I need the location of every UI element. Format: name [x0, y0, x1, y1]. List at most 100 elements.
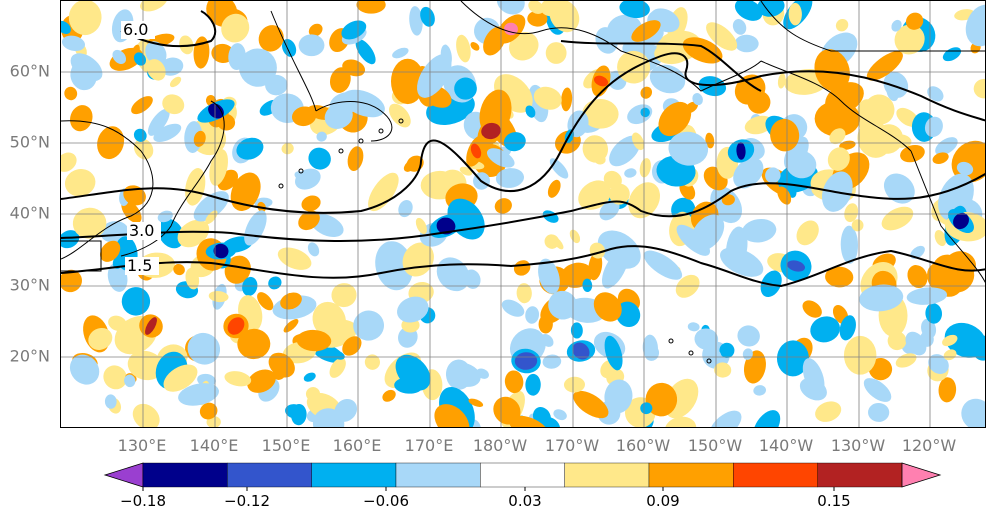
- latitude-label: 60°N: [9, 61, 50, 81]
- shading-patch: [971, 335, 985, 361]
- shading-patch: [538, 258, 560, 294]
- shading-patch: [548, 290, 578, 320]
- shading-patch: [291, 403, 307, 426]
- shading-patch: [356, 1, 386, 14]
- island: [378, 128, 384, 134]
- shading-patch: [786, 260, 806, 272]
- shading-patch: [456, 34, 471, 63]
- shading-patch: [324, 103, 353, 129]
- shading-patch: [368, 172, 399, 212]
- shading-patch: [501, 299, 525, 317]
- island: [398, 118, 404, 124]
- latitude-label: 20°N: [9, 346, 50, 366]
- shading-patch: [157, 210, 173, 223]
- shading-patch: [881, 206, 914, 231]
- shading-patch: [815, 401, 842, 422]
- shading-patch: [298, 210, 320, 231]
- shading-patch: [355, 39, 376, 65]
- shading-patch: [375, 241, 414, 291]
- shading-patch: [268, 352, 295, 378]
- contour-label-bg: [127, 222, 161, 240]
- shading-patch: [561, 87, 573, 112]
- shading-patch: [525, 373, 541, 396]
- colorbar-segment: [648, 462, 734, 488]
- shading-patch: [145, 317, 157, 335]
- shading-patch: [341, 20, 367, 40]
- shading-patch: [942, 334, 958, 347]
- shading-patch: [395, 354, 431, 391]
- shading-patch: [147, 108, 170, 136]
- shading-patch: [639, 158, 651, 178]
- shading-patch: [631, 132, 645, 151]
- shading-patch: [301, 195, 321, 212]
- shading-patch: [209, 149, 228, 186]
- shading-patch: [640, 402, 653, 415]
- shading-patch: [891, 19, 902, 32]
- shading-patch: [883, 71, 909, 98]
- longitude-label: 150°W: [687, 436, 743, 455]
- shading-patch: [308, 23, 323, 37]
- shading-patch: [932, 152, 949, 164]
- shading-patch: [224, 255, 251, 284]
- map-canvas: 6.0 3.0 1.5: [61, 1, 985, 427]
- shading-patch: [894, 24, 925, 55]
- shading-patch: [173, 263, 185, 276]
- shading-patch: [100, 240, 121, 262]
- contour-label-bg: [121, 21, 155, 39]
- shading-patch: [734, 1, 763, 21]
- shading-patch: [193, 36, 210, 69]
- shading-patch: [258, 25, 284, 52]
- shading-patch: [887, 331, 907, 351]
- shading-patch: [843, 335, 877, 375]
- shading-patch: [331, 283, 357, 308]
- shading-patch: [496, 1, 525, 15]
- shading-patch: [851, 219, 864, 232]
- coastline: [61, 120, 154, 260]
- shading-patch: [308, 147, 331, 170]
- shading-patch: [553, 409, 567, 421]
- shading-patch: [599, 199, 620, 221]
- contour-label: 3.0: [129, 221, 154, 240]
- shading-patch: [329, 357, 346, 378]
- shading-patch: [753, 385, 767, 396]
- shading-patch: [247, 369, 276, 393]
- shading-patch: [942, 47, 962, 62]
- shading-patch: [891, 134, 912, 148]
- colorbar-segment: [311, 462, 397, 488]
- colorbar-segment: [142, 462, 228, 488]
- shading-patch: [720, 247, 764, 277]
- shading-patch: [594, 155, 606, 165]
- contour-label: 1.5: [127, 256, 152, 275]
- longitude-label: 140°W: [758, 436, 814, 455]
- shading-patch: [924, 116, 943, 138]
- shading-patch: [265, 74, 288, 96]
- longitude-label: 130°E: [117, 436, 167, 455]
- shading-patch: [572, 342, 590, 360]
- shading-patch: [863, 378, 892, 402]
- shading-patch: [178, 383, 219, 406]
- shading-patch: [757, 1, 785, 17]
- shading-patch: [504, 22, 518, 36]
- shading-patch: [133, 138, 154, 160]
- shading-patch: [737, 325, 760, 347]
- coastline: [315, 101, 393, 142]
- shading-patch: [810, 316, 840, 343]
- shading-patch: [281, 142, 294, 155]
- shading-patch: [244, 210, 267, 246]
- shading-patch: [177, 219, 210, 248]
- shading-patch: [237, 328, 271, 360]
- shading-patch: [503, 132, 526, 152]
- shading-patch: [866, 51, 903, 81]
- shading-patch: [938, 377, 957, 403]
- shading-patch: [509, 415, 548, 427]
- shading-patch: [213, 243, 229, 259]
- shading-patch: [131, 96, 153, 115]
- shading-patch: [640, 86, 653, 99]
- shading-patch: [132, 403, 160, 427]
- shading-patch: [549, 1, 580, 33]
- colorbar: [103, 462, 942, 491]
- shading-patch: [509, 31, 539, 61]
- shading-patch: [64, 86, 78, 101]
- shading-patch: [495, 168, 525, 188]
- shading-patch: [582, 99, 619, 129]
